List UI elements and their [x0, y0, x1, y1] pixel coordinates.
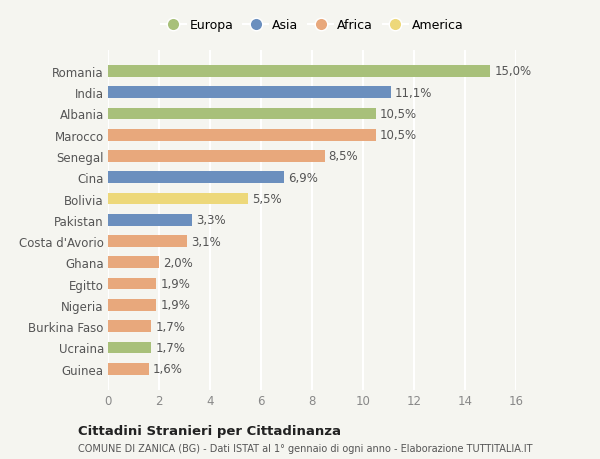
Text: 1,9%: 1,9%	[160, 278, 190, 291]
Text: 15,0%: 15,0%	[494, 65, 532, 78]
Text: 1,7%: 1,7%	[155, 320, 185, 333]
Text: 5,5%: 5,5%	[252, 193, 281, 206]
Text: 1,7%: 1,7%	[155, 341, 185, 354]
Text: 6,9%: 6,9%	[288, 171, 317, 185]
Text: 3,3%: 3,3%	[196, 214, 226, 227]
Bar	[108, 108, 376, 120]
Text: 10,5%: 10,5%	[380, 129, 416, 142]
Text: 10,5%: 10,5%	[380, 108, 416, 121]
Bar	[108, 363, 149, 375]
Text: 1,9%: 1,9%	[160, 299, 190, 312]
Bar	[108, 172, 284, 184]
Text: 1,6%: 1,6%	[152, 363, 182, 375]
Bar	[108, 342, 151, 353]
Bar	[108, 66, 490, 78]
Text: 3,1%: 3,1%	[191, 235, 221, 248]
Text: COMUNE DI ZANICA (BG) - Dati ISTAT al 1° gennaio di ogni anno - Elaborazione TUT: COMUNE DI ZANICA (BG) - Dati ISTAT al 1°…	[78, 443, 533, 453]
Text: Cittadini Stranieri per Cittadinanza: Cittadini Stranieri per Cittadinanza	[78, 425, 341, 437]
Bar	[108, 151, 325, 162]
Bar	[108, 278, 157, 290]
Bar	[108, 236, 187, 247]
Bar	[108, 214, 192, 226]
Text: 11,1%: 11,1%	[395, 86, 432, 100]
Bar	[108, 257, 159, 269]
Bar	[108, 193, 248, 205]
Text: 8,5%: 8,5%	[329, 150, 358, 163]
Legend: Europa, Asia, Africa, America: Europa, Asia, Africa, America	[161, 19, 463, 32]
Bar	[108, 87, 391, 99]
Bar	[108, 320, 151, 332]
Bar	[108, 129, 376, 141]
Text: 2,0%: 2,0%	[163, 256, 193, 269]
Bar	[108, 299, 157, 311]
